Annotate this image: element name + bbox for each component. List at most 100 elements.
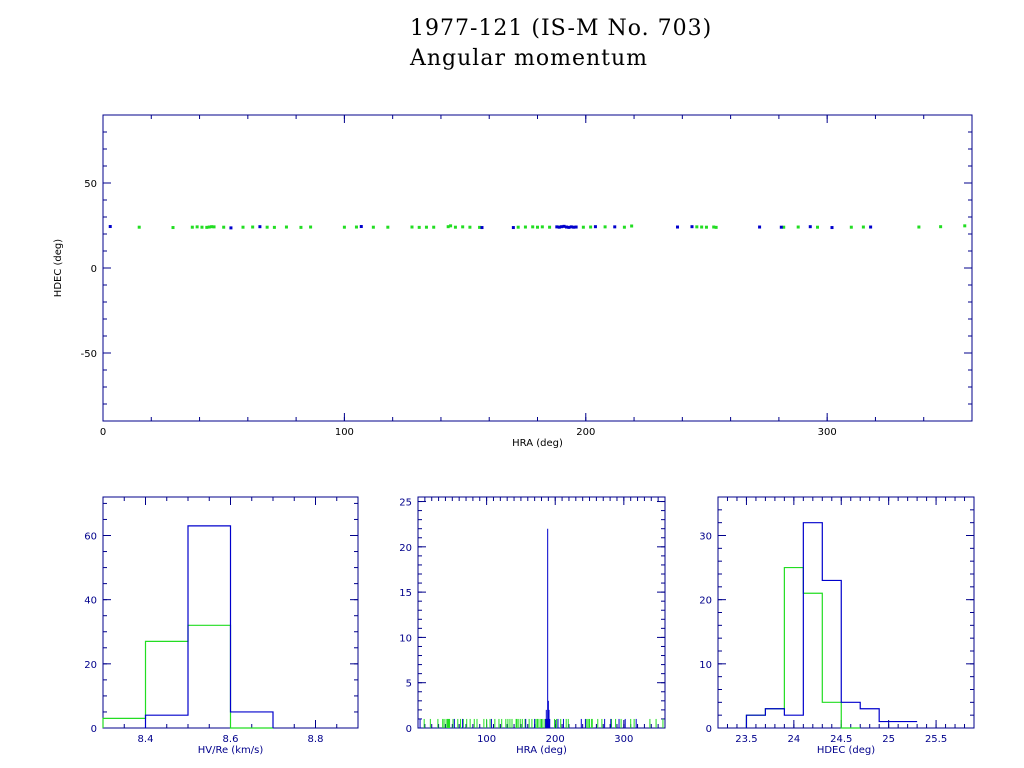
x-tick-label: 8.4: [138, 734, 154, 745]
y-tick-label: 50: [84, 179, 97, 190]
scatter-point-green: [849, 225, 853, 229]
scatter-point-green: [210, 225, 214, 229]
scatter-point-green: [712, 225, 716, 229]
scatter-point-blue: [676, 225, 680, 229]
scatter-point-blue: [258, 225, 262, 229]
x-axis-label: HRA (deg): [512, 438, 563, 449]
y-tick-label: 25: [399, 498, 412, 509]
x-axis-label: HV/Re (km/s): [198, 745, 264, 756]
x-tick-label: 8.6: [223, 734, 239, 745]
scatter-point-blue: [690, 225, 694, 229]
scatter-point-green: [284, 225, 288, 229]
scatter-point-green: [200, 225, 204, 229]
scatter-point-green: [251, 225, 255, 229]
y-tick-label: 5: [406, 679, 412, 690]
scatter-point-green: [603, 225, 607, 229]
scatter-point-green: [195, 225, 199, 229]
scatter-point-green: [548, 225, 552, 229]
scatter-point-green: [816, 225, 820, 229]
scatter-point-blue: [569, 225, 573, 229]
scatter-point-blue: [560, 225, 564, 229]
x-tick-label: 200: [546, 734, 565, 745]
scatter-point-green: [939, 225, 943, 229]
scatter-point-blue: [613, 225, 617, 229]
scatter-point-green: [714, 225, 718, 229]
scatter-point-green: [861, 225, 865, 229]
scatter-point-green: [342, 225, 346, 229]
scatter-point-green: [446, 225, 450, 229]
x-tick-label: 100: [477, 734, 496, 745]
scatter-point-blue: [869, 225, 873, 229]
scatter-point-green: [410, 225, 414, 229]
x-tick-label: 300: [818, 427, 837, 438]
scatter-point-green: [299, 225, 303, 229]
scatter-point-green: [478, 225, 482, 229]
x-tick-label: 23.5: [735, 734, 757, 745]
scatter-point-blue: [574, 225, 578, 229]
scatter-point-blue: [555, 225, 559, 229]
x-tick-label: 100: [335, 427, 354, 438]
y-tick-label: 0: [406, 724, 412, 735]
plot-frame-2: [417, 496, 666, 729]
x-tick-label: 200: [576, 427, 595, 438]
y-tick-label: 20: [699, 596, 712, 607]
scatter-point-green: [190, 225, 194, 229]
y-tick-label: 20: [399, 543, 412, 554]
y-tick-label: -50: [81, 349, 97, 360]
scatter-point-green: [536, 225, 539, 229]
scatter-point-blue: [564, 225, 568, 229]
x-tick-label: 24: [787, 734, 800, 745]
x-tick-label: 300: [614, 734, 633, 745]
scatter-point-blue: [572, 225, 576, 229]
x-tick-label: 8.8: [308, 734, 324, 745]
scatter-point-green: [695, 225, 699, 229]
histogram-step-blue: [745, 522, 918, 728]
scatter-point-green: [417, 225, 421, 229]
plot-frame-0: [102, 114, 973, 422]
scatter-point-green: [531, 225, 535, 229]
scatter-point-blue: [593, 225, 597, 229]
scatter-point-blue: [562, 224, 566, 228]
scatter-point-green: [523, 225, 527, 229]
scatter-point-green: [963, 224, 967, 228]
scatter-point-blue: [567, 225, 571, 229]
y-tick-label: 40: [84, 596, 97, 607]
scatter-point-green: [205, 225, 209, 229]
y-tick-label: 0: [706, 724, 712, 735]
scatter-point-blue: [808, 225, 812, 229]
y-tick-label: 10: [399, 633, 412, 644]
scatter-point-blue: [108, 225, 112, 229]
scatter-point-blue: [480, 226, 484, 230]
x-axis-label: HDEC (deg): [817, 745, 875, 756]
scatter-point-blue: [557, 225, 561, 229]
scatter-point-green: [589, 225, 593, 229]
scatter-point-green: [241, 225, 245, 229]
y-axis-label: HDEC (deg): [53, 239, 64, 297]
scatter-point-green: [917, 225, 921, 229]
y-tick-label: 30: [699, 532, 712, 543]
y-tick-label: 15: [399, 588, 412, 599]
y-tick-label: 0: [91, 264, 97, 275]
scatter-point-green: [449, 224, 453, 228]
x-axis-label: HRA (deg): [516, 745, 567, 756]
scatter-point-green: [516, 225, 520, 229]
scatter-point-green: [272, 225, 276, 229]
histogram-step-blue: [144, 525, 274, 728]
scatter-point-green: [704, 225, 708, 229]
scatter-point-green: [796, 225, 800, 229]
scatter-point-green: [453, 225, 457, 229]
scatter-point-green: [222, 225, 226, 229]
x-tick-label: 25: [882, 734, 895, 745]
scatter-point-green: [630, 224, 634, 228]
scatter-point-blue: [779, 225, 783, 229]
scatter-point-green: [354, 225, 358, 229]
scatter-point-green: [700, 225, 704, 229]
scatter-point-green: [212, 225, 216, 229]
y-tick-label: 60: [84, 532, 97, 543]
scatter-point-green: [581, 225, 585, 229]
title-block: 1977-121 (IS-M No. 703) Angular momentum: [410, 14, 712, 74]
scatter-point-green: [432, 225, 436, 229]
x-tick-label: 24.5: [830, 734, 852, 745]
scatter-point-green: [137, 225, 141, 229]
